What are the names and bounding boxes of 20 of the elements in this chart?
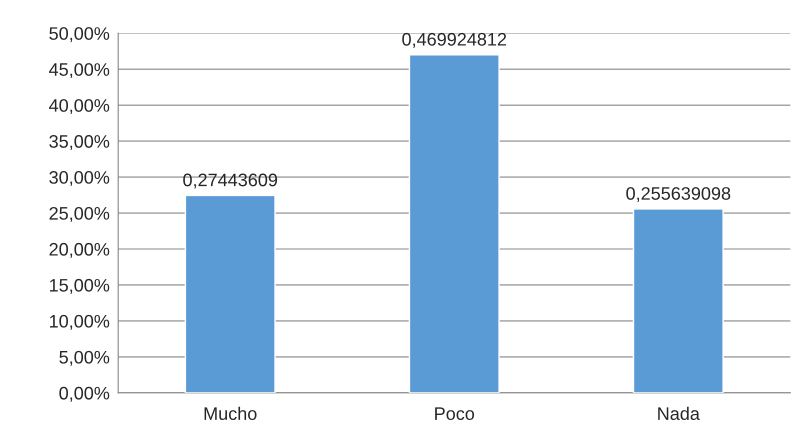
y-tick-label: 25,00%	[50, 206, 110, 222]
y-tick-label: 30,00%	[49, 171, 110, 186]
y-tick-label: 20,00%	[50, 242, 110, 258]
data-label: 0,255639098	[626, 187, 730, 202]
bar	[408, 54, 500, 393]
y-tick-label: 10,00%	[50, 314, 110, 330]
y-tick-label: 0,00%	[59, 386, 110, 402]
x-tick-label: Mucho	[204, 406, 257, 420]
bar	[632, 208, 724, 393]
y-tick-label: 40,00%	[49, 99, 110, 114]
y-tick-label: 35,00%	[49, 135, 110, 150]
data-label: 0,469924812	[402, 32, 506, 48]
y-tick-label: 50,00%	[49, 27, 110, 42]
y-tick-label: 15,00%	[50, 278, 110, 294]
y-tick-label: 45,00%	[49, 63, 110, 78]
x-tick-label: Poco	[435, 407, 474, 420]
bar	[184, 194, 276, 393]
data-label: 0,27443609	[183, 174, 278, 188]
y-tick-label: 5,00%	[59, 350, 110, 366]
x-tick-label: Nada	[658, 406, 700, 420]
